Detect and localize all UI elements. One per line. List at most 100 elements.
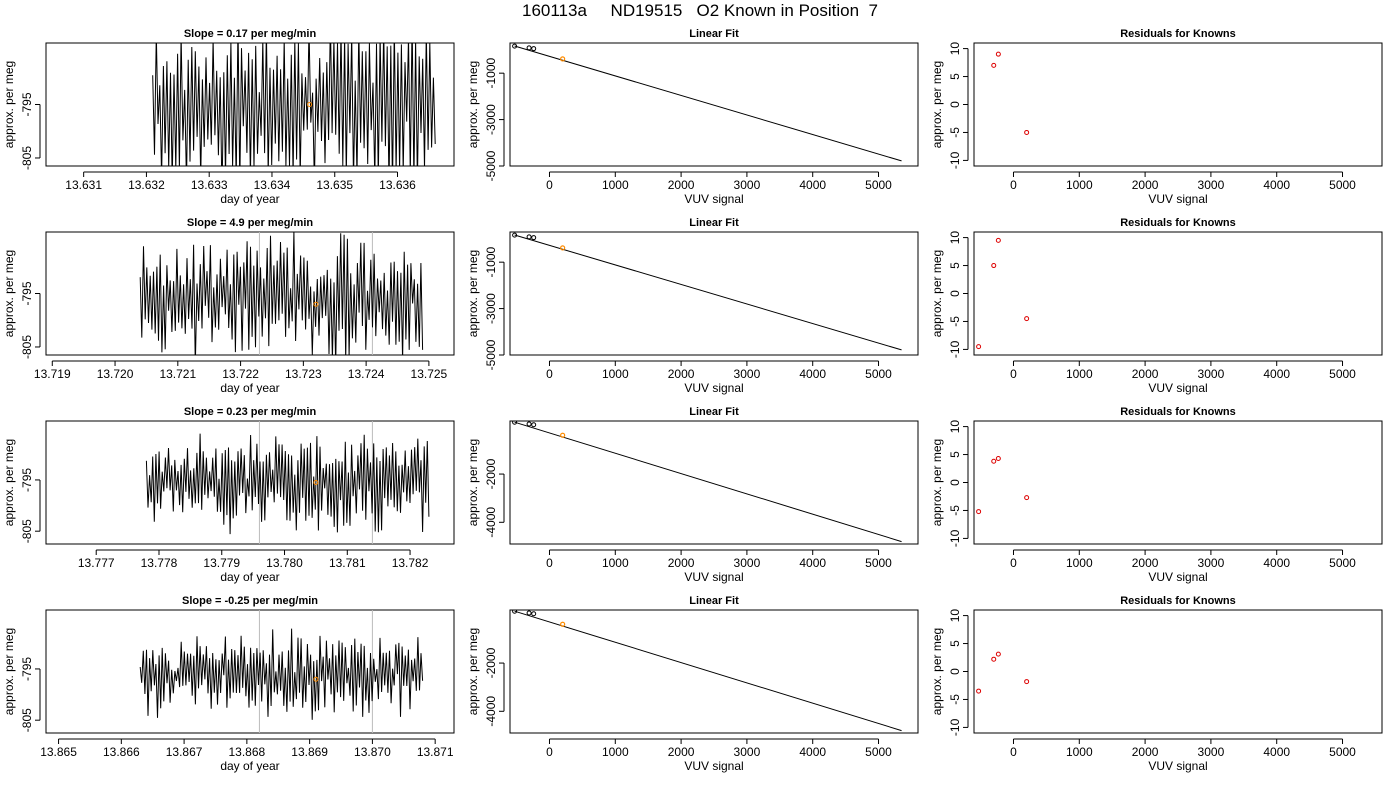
panel-resid-3: Residuals for Knowns 0 1000 2000 3000 4000 500… xyxy=(930,406,1383,584)
y-tick-label: 10 xyxy=(948,42,962,56)
residual-point xyxy=(991,656,997,662)
x-tick-label: 13.867 xyxy=(166,745,203,759)
y-tick-label: 0 xyxy=(948,101,962,108)
plot-area xyxy=(139,232,424,355)
x-tick-label: 5000 xyxy=(865,556,892,570)
residual-point xyxy=(976,688,982,694)
panel-trace-3: Slope = 0.23 per meg/min 13.777 13.778 13.7… xyxy=(2,406,455,584)
y-tick-label: -10 xyxy=(948,529,962,547)
x-tick-label: 3000 xyxy=(1198,745,1225,759)
plot-area xyxy=(512,421,902,543)
x-tick-label: 5000 xyxy=(1329,556,1356,570)
x-tick-label: 4000 xyxy=(1263,556,1290,570)
x-tick-label: 13.634 xyxy=(254,178,291,192)
x-tick-label: 13.866 xyxy=(103,745,140,759)
signal-trace xyxy=(152,43,436,166)
panel-trace-2: Slope = 4.9 per meg/min 13.719 13.720 13.72… xyxy=(2,217,455,395)
plot-area xyxy=(512,232,902,351)
x-tick-label: 0 xyxy=(546,367,553,381)
x-tick-label: 0 xyxy=(1010,367,1017,381)
fit-point xyxy=(526,421,532,427)
residual-point xyxy=(995,651,1001,657)
x-tick-label: 13.871 xyxy=(417,745,454,759)
panel-title: Slope = 0.23 per meg/min xyxy=(184,406,317,418)
x-axis-label: VUV signal xyxy=(684,759,743,773)
y-tick-label: -2000 xyxy=(484,458,498,489)
x-tick-label: 3000 xyxy=(734,745,761,759)
x-tick-label: 2000 xyxy=(1132,178,1159,192)
panel-resid-4: Residuals for Knowns 0 1000 2000 3000 4000 500… xyxy=(930,595,1383,773)
plot-frame xyxy=(45,609,455,734)
panel-title: Linear Fit xyxy=(689,217,739,229)
x-tick-label: 2000 xyxy=(668,178,695,192)
panel-title: Linear Fit xyxy=(689,595,739,607)
fit-line xyxy=(514,421,902,543)
fit-line xyxy=(514,45,902,162)
y-axis-label: approx. per meg xyxy=(466,628,480,715)
y-tick-label: 0 xyxy=(948,668,962,675)
x-axis-label: day of year xyxy=(220,570,279,584)
panel-fit-4: Linear Fit 0 1000 2000 3000 4000 5000 VUV signa… xyxy=(466,595,919,773)
known-point xyxy=(560,56,566,62)
panel-title: Slope = 4.9 per meg/min xyxy=(187,217,314,229)
known-marker xyxy=(307,102,313,107)
residual-point xyxy=(991,263,997,269)
y-axis-label: approx. per meg xyxy=(2,250,16,337)
plot-frame xyxy=(45,231,455,356)
residual-point xyxy=(995,237,1001,243)
x-axis-label: VUV signal xyxy=(684,570,743,584)
residual-point xyxy=(1024,129,1030,135)
x-tick-label: 4000 xyxy=(1263,745,1290,759)
x-tick-label: 5000 xyxy=(865,367,892,381)
fit-line xyxy=(514,610,902,732)
x-tick-label: 0 xyxy=(546,178,553,192)
x-axis-label: VUV signal xyxy=(1148,381,1207,395)
panel-title: Slope = 0.17 per meg/min xyxy=(184,28,317,40)
y-tick-label: -3000 xyxy=(484,104,498,135)
y-tick-label: 5 xyxy=(948,451,962,458)
y-tick-label: 10 xyxy=(948,231,962,245)
y-tick-label: -805 xyxy=(20,335,34,359)
panel-title: Residuals for Knowns xyxy=(1120,28,1236,40)
x-tick-label: 13.631 xyxy=(65,178,102,192)
plot-area xyxy=(512,610,902,732)
fit-point xyxy=(512,43,518,49)
plot-frame xyxy=(45,420,455,545)
known-marker xyxy=(313,301,319,307)
fit-point xyxy=(526,234,532,240)
x-tick-label: 0 xyxy=(1010,556,1017,570)
panel-title: Slope = -0.25 per meg/min xyxy=(182,595,318,607)
panel-title: Residuals for Knowns xyxy=(1120,406,1236,418)
y-tick-label: -795 xyxy=(20,468,34,492)
y-tick-label: 0 xyxy=(948,479,962,486)
y-tick-label: -3000 xyxy=(484,293,498,324)
x-tick-label: 13.633 xyxy=(191,178,228,192)
panel-trace-4: Slope = -0.25 per meg/min 13.865 13.866 13.… xyxy=(2,595,455,773)
x-tick-label: 1000 xyxy=(602,178,629,192)
x-tick-label: 1000 xyxy=(602,367,629,381)
x-axis-label: VUV signal xyxy=(1148,570,1207,584)
y-tick-label: -5 xyxy=(948,694,962,705)
y-tick-label: 10 xyxy=(948,609,962,623)
x-tick-label: 3000 xyxy=(1198,367,1225,381)
fit-point xyxy=(531,422,537,428)
residual-point xyxy=(976,509,982,515)
y-tick-label: 5 xyxy=(948,262,962,269)
x-tick-label: 13.719 xyxy=(34,367,71,381)
plot-frame xyxy=(509,609,919,734)
x-tick-label: 0 xyxy=(546,556,553,570)
plot-frame xyxy=(973,420,1383,545)
panel-title: Residuals for Knowns xyxy=(1120,217,1236,229)
x-tick-label: 4000 xyxy=(799,178,826,192)
x-tick-label: 13.782 xyxy=(392,556,429,570)
y-axis-label: approx. per meg xyxy=(2,628,16,715)
panel-trace-1: Slope = 0.17 per meg/min 13.631 13.632 13.6… xyxy=(2,28,455,206)
x-tick-label: 2000 xyxy=(668,745,695,759)
residual-point xyxy=(995,51,1001,57)
x-tick-label: 3000 xyxy=(734,556,761,570)
fit-line xyxy=(514,234,902,351)
y-axis-label: approx. per meg xyxy=(930,61,944,148)
y-tick-label: 5 xyxy=(948,640,962,647)
x-tick-label: 2000 xyxy=(1132,556,1159,570)
x-tick-label: 13.870 xyxy=(354,745,391,759)
